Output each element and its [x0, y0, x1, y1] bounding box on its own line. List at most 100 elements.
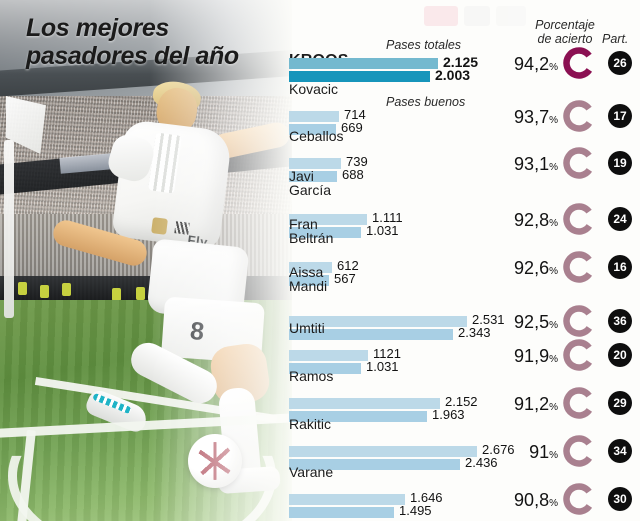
accuracy-donut	[562, 482, 596, 516]
accuracy-donut	[562, 46, 596, 80]
accuracy-donut	[562, 99, 596, 133]
percent-symbol: %	[549, 498, 558, 509]
bar-total-passes	[289, 214, 367, 225]
value-total-passes: 2.152	[445, 394, 478, 409]
table-row: Varane 1.646 1.495 90,8% 30	[0, 465, 640, 521]
watermark-mark-c	[496, 6, 526, 26]
value-total-passes: 2.676	[482, 442, 515, 457]
accuracy-percent: 90,8%	[492, 490, 558, 511]
bar-total-passes	[289, 316, 467, 327]
participation-badge: 16	[608, 255, 632, 279]
watermark	[424, 4, 544, 28]
table-row: Fran Beltrán 612 567 92,6% 16	[0, 217, 640, 287]
steward-vest	[40, 285, 49, 298]
accuracy-donut	[562, 250, 596, 284]
player-name: Kovacic	[289, 81, 339, 97]
percent-symbol: %	[549, 266, 558, 277]
accuracy-value: 91,9	[514, 346, 550, 366]
value-good-passes: 1.031	[366, 359, 399, 374]
table-row: Umtiti 1121 1.031 91,9% 20	[0, 321, 640, 383]
accuracy-percent: 92,8%	[492, 210, 558, 231]
bar-total-passes	[289, 58, 438, 69]
bar-good-passes	[289, 459, 460, 470]
bar-good-passes	[289, 507, 394, 518]
percent-symbol: %	[549, 218, 558, 229]
value-total-passes: 714	[344, 107, 366, 122]
accuracy-value: 92,8	[514, 210, 550, 230]
participation-badge: 19	[608, 151, 632, 175]
participation-badge: 30	[608, 487, 632, 511]
bar-total-passes	[289, 158, 341, 169]
steward-vest	[62, 283, 71, 296]
value-good-passes: 2.003	[435, 67, 471, 83]
value-good-passes: 1.963	[432, 407, 465, 422]
accuracy-percent: 92,5%	[492, 312, 558, 333]
bar-good-passes	[289, 363, 361, 374]
value-total-passes: 2.531	[472, 312, 505, 327]
accuracy-percent: 92,6%	[492, 258, 558, 279]
participation-badge: 24	[608, 207, 632, 231]
bar-good-passes	[289, 227, 361, 238]
bar-good-passes	[289, 71, 430, 82]
participation-badge: 17	[608, 104, 632, 128]
participation-badge: 29	[608, 391, 632, 415]
accuracy-donut	[562, 434, 596, 468]
player-name: Javi García	[289, 168, 332, 198]
value-good-passes: 1.495	[399, 503, 432, 518]
percent-symbol: %	[549, 115, 558, 126]
accuracy-percent: 91,2%	[492, 394, 558, 415]
accuracy-donut	[562, 202, 596, 236]
bar-total-passes	[289, 494, 405, 505]
value-total-passes: 2.125	[443, 54, 479, 70]
participation-badge: 26	[608, 51, 632, 75]
value-total-passes: 1.646	[410, 490, 443, 505]
bar-total-passes	[289, 111, 339, 122]
percent-symbol: %	[549, 62, 558, 73]
photo-right-fade	[150, 0, 292, 521]
value-good-passes: 669	[341, 120, 363, 135]
accuracy-donut	[562, 386, 596, 420]
corner-flag-pole	[4, 140, 14, 318]
accuracy-value: 93,1	[514, 154, 550, 174]
accuracy-donut	[562, 304, 596, 338]
steward-vest	[112, 288, 121, 301]
player-name: Varane	[289, 464, 334, 480]
value-total-passes: 1121	[373, 346, 401, 361]
value-total-passes: 739	[346, 154, 368, 169]
accuracy-percent: 93,1%	[492, 154, 558, 175]
accuracy-value: 94,2	[514, 54, 550, 74]
player-photo: FlyEmirates 8	[0, 0, 292, 521]
bar-good-passes	[289, 124, 336, 135]
watermark-mark-a	[424, 6, 458, 26]
percent-symbol: %	[549, 320, 558, 331]
table-row: Rakitic 2.676 2.436 91% 34	[0, 417, 640, 479]
accuracy-percent: 94,2%	[492, 54, 558, 75]
bar-good-passes	[289, 411, 427, 422]
participation-badge: 34	[608, 439, 632, 463]
bar-total-passes	[289, 398, 440, 409]
table-row: Kovacic 714 669 93,7% 17	[0, 82, 640, 144]
table-row: Ceballos 739 688 93,1% 19	[0, 129, 640, 191]
accuracy-value: 90,8	[514, 490, 550, 510]
bar-good-passes	[289, 275, 329, 286]
page-title: Los mejores pasadores del año	[26, 14, 239, 70]
accuracy-donut	[562, 146, 596, 180]
accuracy-value: 91	[529, 442, 550, 462]
value-good-passes: 2.436	[465, 455, 498, 470]
accuracy-value: 92,5	[514, 312, 550, 332]
bar-good-passes	[289, 171, 337, 182]
percent-symbol: %	[549, 402, 558, 413]
participation-badge: 20	[608, 343, 632, 367]
player-name: Ceballos	[289, 128, 344, 144]
accuracy-value: 91,2	[514, 394, 550, 414]
steward-vest	[136, 287, 145, 300]
bar-good-passes	[289, 329, 453, 340]
accuracy-percent: 91,9%	[492, 346, 558, 367]
player-name: Rakitic	[289, 416, 332, 432]
player-name: Aissa Mandi	[289, 264, 328, 294]
value-good-passes: 688	[342, 167, 364, 182]
accuracy-percent: 93,7%	[492, 107, 558, 128]
